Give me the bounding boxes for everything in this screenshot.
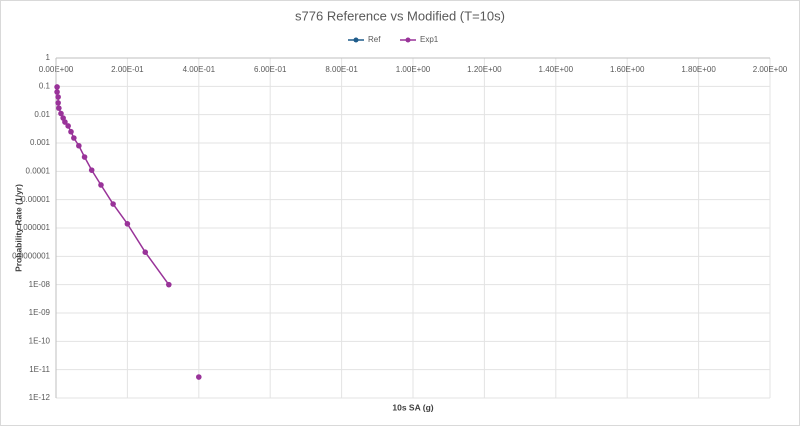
x-axis-label: 10s SA (g) [392, 402, 433, 412]
data-point [68, 128, 74, 135]
y-tick-label: 1E-10 [29, 336, 51, 345]
y-tick-label: 0.0000001 [12, 251, 50, 260]
y-tick-label: 0.001 [30, 138, 51, 147]
data-point [71, 135, 77, 141]
data-point [54, 84, 60, 90]
x-tick-label: 8.00E-01 [325, 65, 358, 74]
y-tick-label: 1E-12 [29, 393, 51, 402]
data-point [56, 105, 62, 111]
x-tick-label: 1.40E+00 [539, 65, 574, 74]
legend-marker [353, 37, 359, 43]
x-tick-label: 1.20E+00 [467, 65, 502, 74]
x-tick-label: 1.80E+00 [681, 65, 716, 74]
y-axis-label: Probability Rate (1/yr) [13, 184, 23, 272]
x-tick-label: 2.00E-01 [111, 65, 144, 74]
x-tick-label: 1.00E+00 [396, 65, 431, 74]
legend-marker [405, 37, 411, 43]
data-point [98, 182, 104, 188]
y-tick-label: 1E-11 [29, 365, 50, 374]
x-tick-label: 4.00E-01 [183, 65, 216, 74]
y-tick-label: 1E-08 [29, 280, 51, 289]
data-point [166, 281, 172, 288]
data-point [81, 154, 88, 160]
y-tick-label: 0.0001 [26, 166, 51, 175]
data-point [142, 249, 149, 255]
data-point [76, 142, 82, 149]
legend-label: Ref [368, 35, 381, 44]
data-point [88, 167, 95, 173]
y-tick-label: 0.00001 [21, 195, 50, 204]
data-point [55, 100, 61, 106]
y-tick-label: 1E-09 [29, 308, 51, 317]
x-tick-label: 2.00E+00 [753, 65, 788, 74]
data-point [65, 123, 71, 129]
legend-label: Exp1 [420, 35, 439, 44]
y-tick-label: 0.000001 [17, 223, 51, 232]
x-tick-label: 6.00E-01 [254, 65, 287, 74]
data-point [196, 374, 202, 380]
x-tick-label: 1.60E+00 [610, 65, 645, 74]
data-point [124, 221, 131, 227]
y-tick-label: 0.01 [34, 110, 50, 119]
data-point [58, 110, 64, 117]
chart-title: s776 Reference vs Modified (T=10s) [295, 8, 505, 23]
y-tick-label: 0.1 [39, 81, 51, 90]
data-point [55, 94, 61, 100]
y-tick-label: 1 [46, 53, 51, 62]
data-point [54, 89, 60, 95]
data-point [62, 119, 68, 125]
data-point [110, 201, 116, 207]
